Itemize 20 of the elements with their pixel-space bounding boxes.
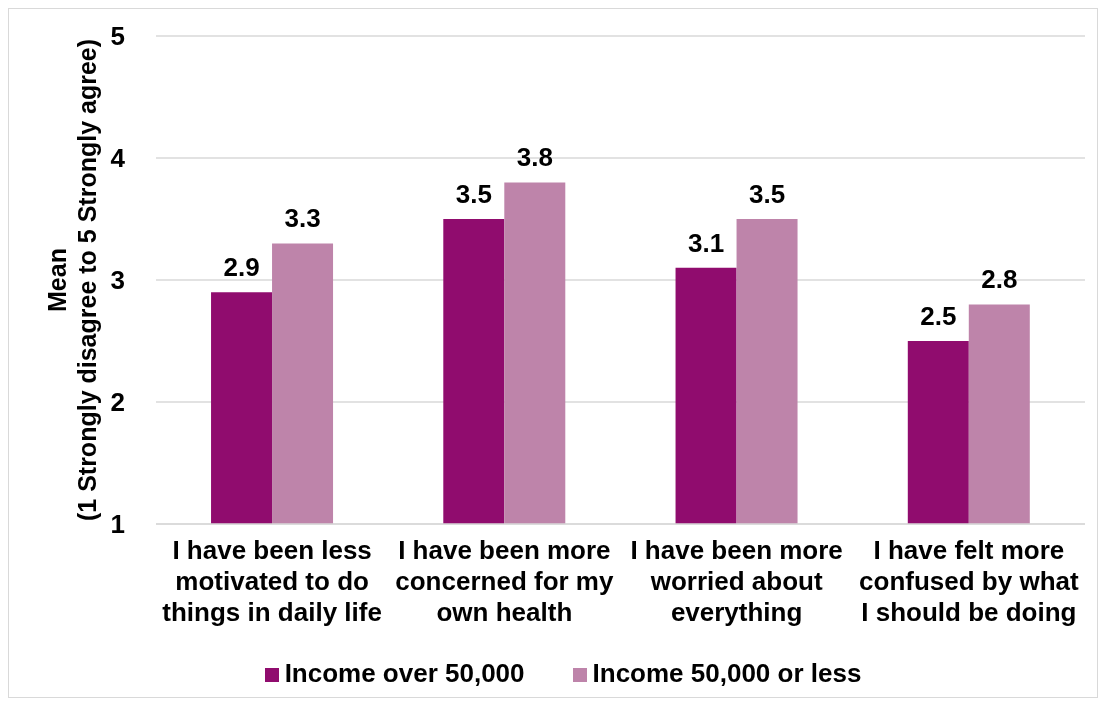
y-tick-label: 2 [110, 387, 125, 418]
x-tick-label: I have been more worried about everything [630, 535, 843, 627]
data-label: 3.5 [455, 179, 492, 209]
y-axis-title: Mean (1 Strongly disagree to 5 Strongly agree) [43, 38, 101, 522]
y-tick-label: 1 [110, 509, 125, 540]
data-label: 2.8 [981, 264, 1018, 295]
data-label: 3.5 [748, 179, 786, 209]
x-tick-label: I have been more concerned for my own health [395, 535, 614, 627]
x-tick-label: I have been less motivated to do things in daily life [162, 535, 382, 627]
x-tick-label: I have felt more confused by what I should be doing [859, 535, 1080, 627]
y-tick-label: 5 [110, 21, 125, 52]
y-tick-label: 3 [110, 265, 125, 296]
data-label: 3.1 [687, 227, 725, 258]
data-label: 2.5 [920, 301, 957, 331]
y-tick-label: 4 [110, 143, 126, 174]
data-label: 3.8 [516, 142, 553, 173]
legend-label: Income 50,000 or less [592, 658, 862, 688]
legend-label: Income over 50,000 [284, 658, 525, 688]
data-label: 3.3 [284, 203, 321, 234]
data-label: 2.9 [223, 252, 260, 283]
